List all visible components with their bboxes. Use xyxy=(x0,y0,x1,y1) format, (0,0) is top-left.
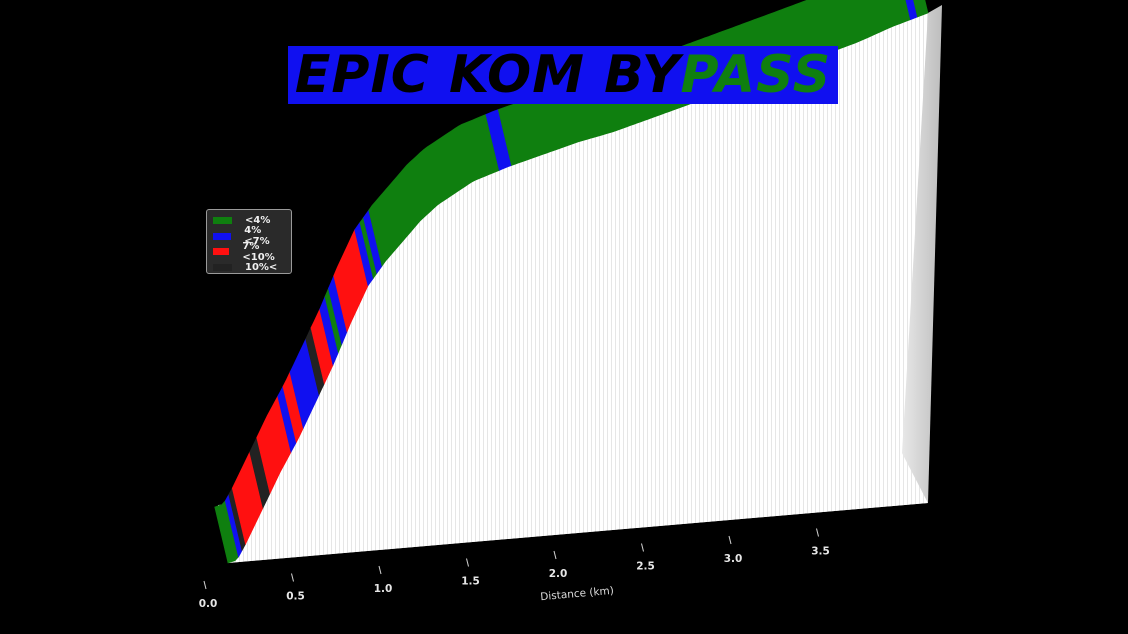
x-tick-label: 0.5 xyxy=(286,591,305,603)
legend-entry: 10%< xyxy=(213,260,285,276)
x-tick-label: 1.5 xyxy=(461,576,480,588)
x-tick xyxy=(291,573,294,582)
legend-label: <4% xyxy=(245,215,271,227)
legend-label: 7%<10% xyxy=(242,240,275,263)
profile-wall xyxy=(228,5,942,563)
x-axis-label: Distance (km) xyxy=(540,585,615,603)
legend-label: 4%<7% xyxy=(244,225,270,248)
chart-title: EPIC KOM BYPASS xyxy=(295,46,831,104)
x-tick xyxy=(203,580,207,590)
legend-entry: 4%<7% xyxy=(213,225,285,247)
chart-title-part: PASS xyxy=(680,45,832,105)
x-tick xyxy=(466,558,469,567)
profile-surface xyxy=(228,13,928,563)
legend-swatch xyxy=(213,232,232,240)
chart-title-part: EPIC KOM BY xyxy=(294,45,681,105)
title-banner: EPIC KOM BYPASS xyxy=(288,46,838,104)
x-tick-label: 0.0 xyxy=(199,598,218,610)
x-tick-label: 3.5 xyxy=(811,546,830,558)
legend-entry: 7%<10% xyxy=(213,240,285,263)
x-tick xyxy=(728,535,732,545)
x-tick xyxy=(641,543,644,552)
legend-swatch xyxy=(213,263,232,271)
x-tick-label: 1.0 xyxy=(374,583,393,595)
legend-swatch xyxy=(213,248,230,256)
x-tick-label: 3.0 xyxy=(724,553,743,565)
legend-swatch xyxy=(213,217,232,225)
x-axis: 0.0 0.5 1.0 1.5 2.0 2.5 3.0 3.5 xyxy=(199,528,830,610)
x-tick xyxy=(553,550,557,560)
legend-entry: <4% xyxy=(213,213,285,229)
gradient-segment xyxy=(913,0,929,18)
x-tick-label: 2.5 xyxy=(636,561,655,573)
x-tick xyxy=(378,565,382,575)
profile-end-face xyxy=(902,5,942,503)
x-tick xyxy=(816,528,819,537)
legend-label: 10%< xyxy=(245,261,278,273)
x-tick-label: 2.0 xyxy=(549,568,568,580)
legend: <4% 4%<7% 7%<10% 10%< xyxy=(206,209,292,274)
